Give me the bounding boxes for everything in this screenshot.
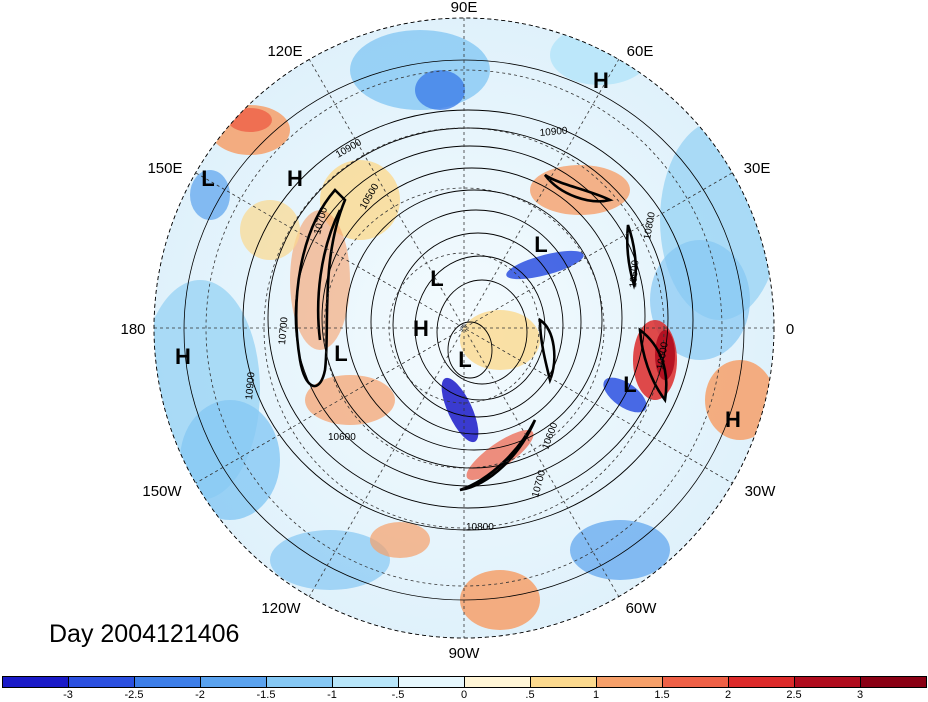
contour-label: 10800 [466, 522, 494, 533]
lon-label-150e: 150E [147, 160, 182, 177]
low-center: L [623, 372, 636, 397]
colorbar-swatch [530, 676, 597, 688]
colorbar-tick-label: 2 [724, 689, 732, 701]
graticule [153, 17, 775, 639]
lon-label-90e: 90E [451, 0, 478, 16]
colorbar: -3 -2.5 -2 -1.5 -1 -.5 0 .5 1 1.5 2 2.5 3 [0, 676, 928, 702]
lon-label-120w: 120W [261, 600, 301, 617]
high-center: H [175, 344, 191, 369]
contour-label: 10800 [642, 211, 658, 241]
lon-label-150w: 150W [142, 483, 182, 500]
low-center: L [534, 232, 547, 257]
contour-label: 10500 [628, 259, 641, 288]
colorbar-tick-label: 1 [592, 689, 600, 701]
colorbar-tick-label: -.5 [391, 689, 405, 701]
high-center: H [593, 68, 609, 93]
colorbar-swatch [794, 676, 861, 688]
colorbar-tick-label: -1 [327, 689, 337, 701]
colorbar-swatch [596, 676, 663, 688]
high-center: H [725, 407, 741, 432]
map-border [153, 17, 775, 639]
colorbar-tick-label: -2 [195, 689, 205, 701]
contour-label: 10900 [539, 126, 568, 139]
lon-label-180: 180 [120, 321, 145, 338]
colorbar-swatch [860, 676, 927, 688]
colorbar-tick-label: 1.5 [654, 689, 670, 701]
colorbar-tick-label: -2.5 [124, 689, 144, 701]
lon-label-30w: 30W [745, 483, 777, 500]
contour-label: 10900 [244, 371, 257, 400]
colorbar-swatch [398, 676, 465, 688]
colorbar-swatch [728, 676, 795, 688]
colorbar-swatch [2, 676, 69, 688]
low-center: L [430, 266, 443, 291]
lon-label-30e: 30E [744, 160, 771, 177]
colorbar-tick-label: .5 [525, 689, 535, 701]
jet-contours [295, 173, 668, 492]
colorbar-swatch [662, 676, 729, 688]
day-label: Day 2004121406 [49, 620, 240, 648]
colorbar-swatch [332, 676, 399, 688]
colorbar-swatch [464, 676, 531, 688]
colorbar-swatch [200, 676, 267, 688]
high-center: H [287, 166, 303, 191]
lon-label-90w: 90W [449, 645, 481, 662]
low-center: L [334, 341, 347, 366]
colorbar-tick-label: 0 [460, 689, 468, 701]
colorbar-swatch [68, 676, 135, 688]
low-center: L [201, 166, 214, 191]
low-center: L [458, 347, 471, 372]
pressure-centers: H L H L H L L H L L H [175, 68, 741, 432]
longitude-labels: 90E 60E 30E 0 30W 60W 90W 120W 150W 180 … [120, 0, 794, 662]
contour-label: 10600 [328, 432, 356, 443]
colorbar-tick-label: 3 [856, 689, 864, 701]
colorbar-tick-label: 2.5 [786, 689, 802, 701]
colorbar-swatch [134, 676, 201, 688]
lon-label-60w: 60W [626, 600, 658, 617]
colorbar-tick-label: -3 [63, 689, 73, 701]
contour-label: 10700 [277, 316, 290, 345]
high-center: H [413, 316, 429, 341]
colorbar-tick-label: -1.5 [256, 689, 276, 701]
lon-label-0: 0 [786, 321, 794, 338]
contour-label: 10600 [655, 341, 671, 371]
colorbar-swatch [266, 676, 333, 688]
lon-label-120e: 120E [267, 43, 302, 60]
lon-label-60e: 60E [627, 43, 654, 60]
